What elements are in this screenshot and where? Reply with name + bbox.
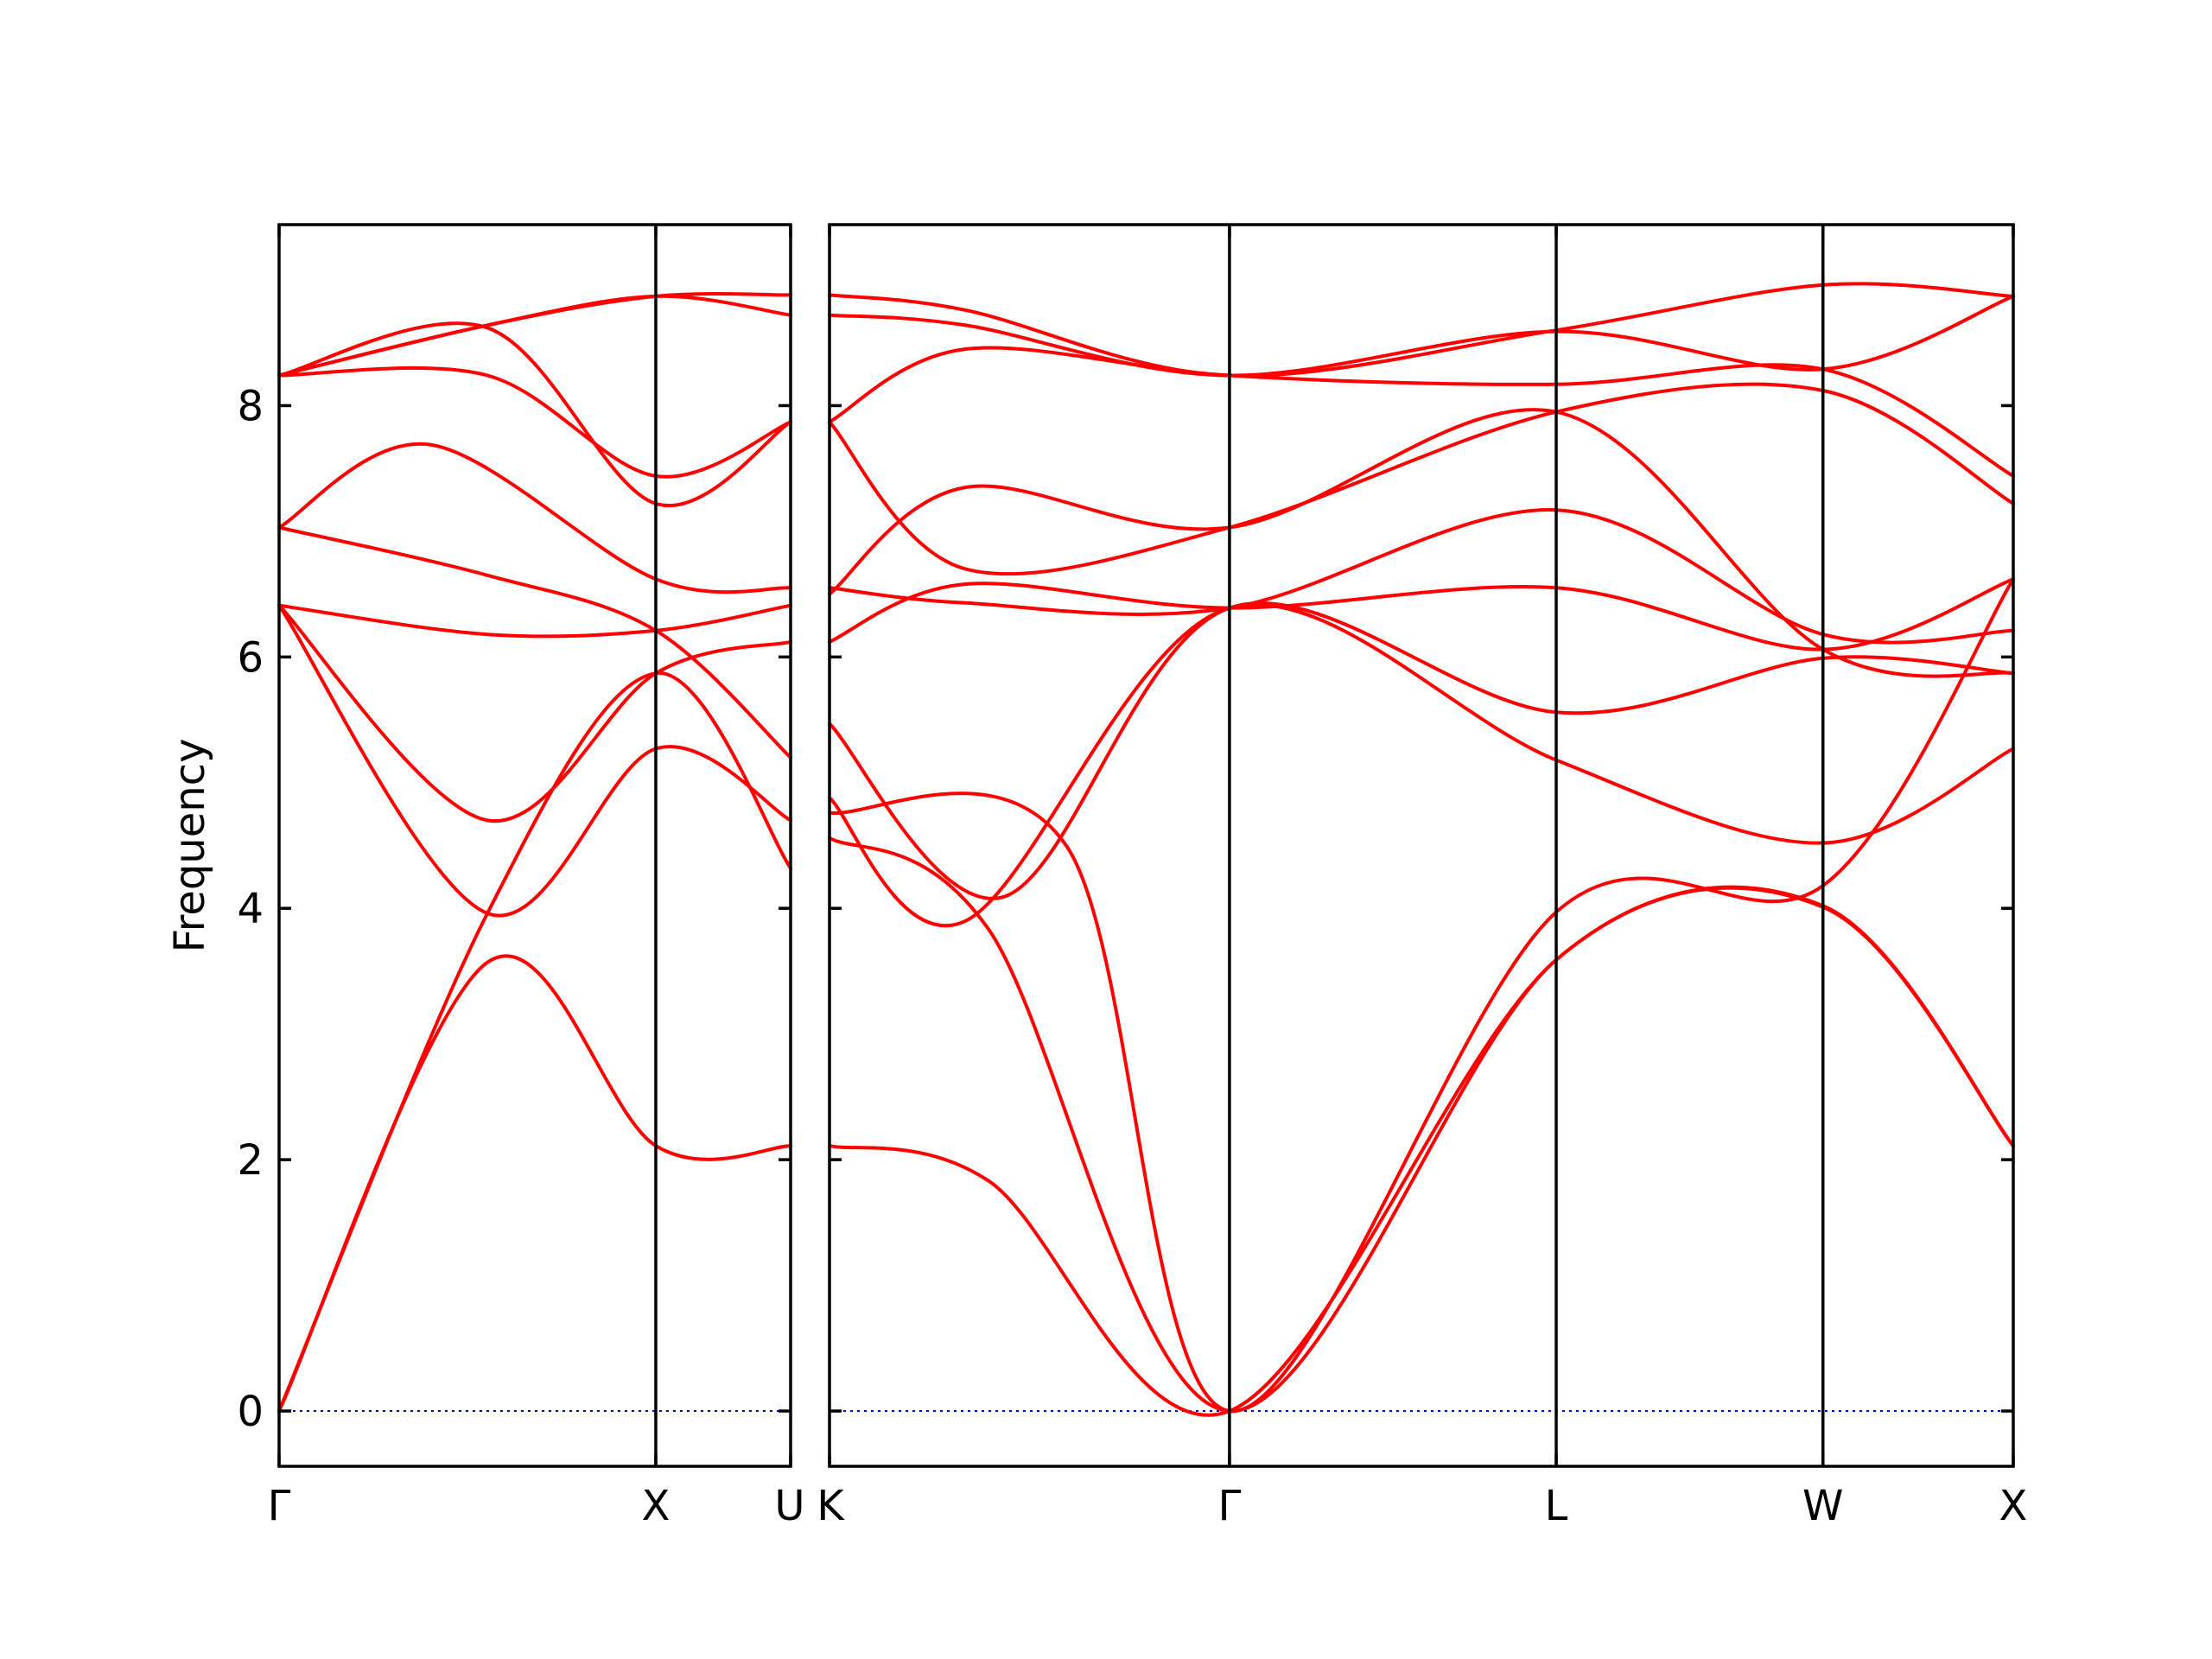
x-tick-label: W [1802, 1482, 1843, 1530]
x-tick-label: Γ [1218, 1482, 1242, 1530]
phonon-band-left-5 [277, 603, 792, 639]
x-tick-label: X [1999, 1482, 2028, 1530]
phonon-band-right-2 [828, 836, 2015, 1414]
y-tick-label: 0 [237, 1388, 264, 1436]
y-axis-label: Frequency [166, 739, 214, 953]
panel-frame [277, 223, 792, 1468]
phonon-band-left-2 [277, 671, 792, 1413]
phonon-band-left-9 [277, 321, 792, 508]
phonon-band-right-7 [828, 508, 2015, 645]
phonon-band-right-11 [828, 294, 2015, 378]
phonon-band-right-12 [828, 282, 2015, 378]
phonon-band-left-3 [277, 603, 792, 918]
phonon-band-right-6 [828, 577, 2015, 652]
y-axis-ticks: 0 2 4 6 8 [237, 382, 264, 1436]
y-tick-label: 8 [237, 382, 264, 430]
x-tick-label: X [642, 1482, 671, 1530]
phonon-band-left-6 [277, 525, 792, 760]
y-tick-label: 2 [237, 1136, 264, 1185]
x-tick-label: U [774, 1482, 804, 1530]
phonon-band-right-9 [828, 382, 2015, 576]
phonon-band-left-7 [277, 442, 792, 594]
panel-frame [828, 223, 2015, 1468]
x-tick-label: L [1545, 1482, 1568, 1530]
phonon-band-left-11 [277, 294, 792, 378]
x-tick-label: K [817, 1482, 845, 1530]
phonon-band-right-10 [828, 346, 2015, 478]
phonon-band-left-4 [277, 603, 792, 823]
phonon-band-left-8 [277, 365, 792, 479]
x-tick-label: Γ [268, 1482, 291, 1530]
phonon-band-right-3 [828, 577, 2015, 1414]
y-tick-label: 6 [237, 633, 264, 682]
y-tick-label: 4 [237, 885, 264, 933]
